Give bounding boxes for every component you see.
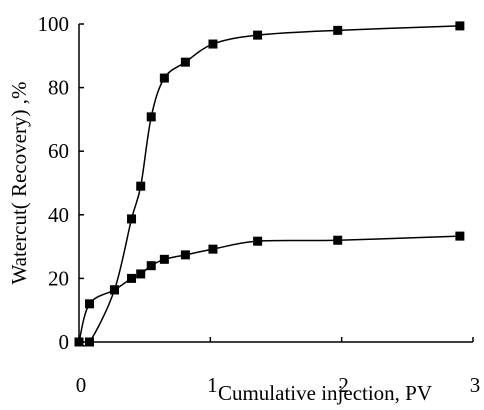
x-axis-label: Cumulative injection, PV bbox=[218, 381, 432, 405]
point bbox=[159, 254, 169, 264]
y-tick-label: 40 bbox=[48, 203, 69, 227]
series-line bbox=[78, 235, 460, 343]
point bbox=[455, 231, 465, 241]
point bbox=[127, 273, 137, 283]
point bbox=[85, 299, 95, 309]
point bbox=[333, 25, 343, 35]
y-tick-label: 0 bbox=[59, 330, 70, 354]
point bbox=[146, 112, 156, 122]
x-tick-label: 2 bbox=[338, 373, 349, 397]
point bbox=[74, 337, 84, 347]
x-tick-label: 0 bbox=[76, 373, 87, 397]
x-tick-label: 3 bbox=[470, 373, 481, 397]
y-tick-label: 20 bbox=[48, 266, 69, 290]
point bbox=[109, 285, 119, 295]
series-line bbox=[78, 25, 460, 347]
point bbox=[159, 73, 169, 83]
y-tick-label: 60 bbox=[48, 139, 69, 163]
point bbox=[455, 21, 465, 31]
point bbox=[253, 236, 263, 246]
point bbox=[208, 39, 218, 49]
point bbox=[146, 261, 156, 271]
point bbox=[253, 30, 263, 40]
point bbox=[136, 181, 146, 191]
y-axis-label: Watercut( Recovery) ,% bbox=[7, 82, 31, 285]
y-tick-label: 100 bbox=[38, 12, 70, 36]
x-tick-label: 1 bbox=[207, 373, 218, 397]
point bbox=[208, 244, 218, 254]
point bbox=[180, 57, 190, 67]
point bbox=[127, 214, 137, 224]
point bbox=[85, 337, 95, 347]
point bbox=[180, 250, 190, 260]
point bbox=[136, 269, 146, 279]
y-tick-label: 80 bbox=[48, 76, 69, 100]
point bbox=[333, 235, 343, 245]
